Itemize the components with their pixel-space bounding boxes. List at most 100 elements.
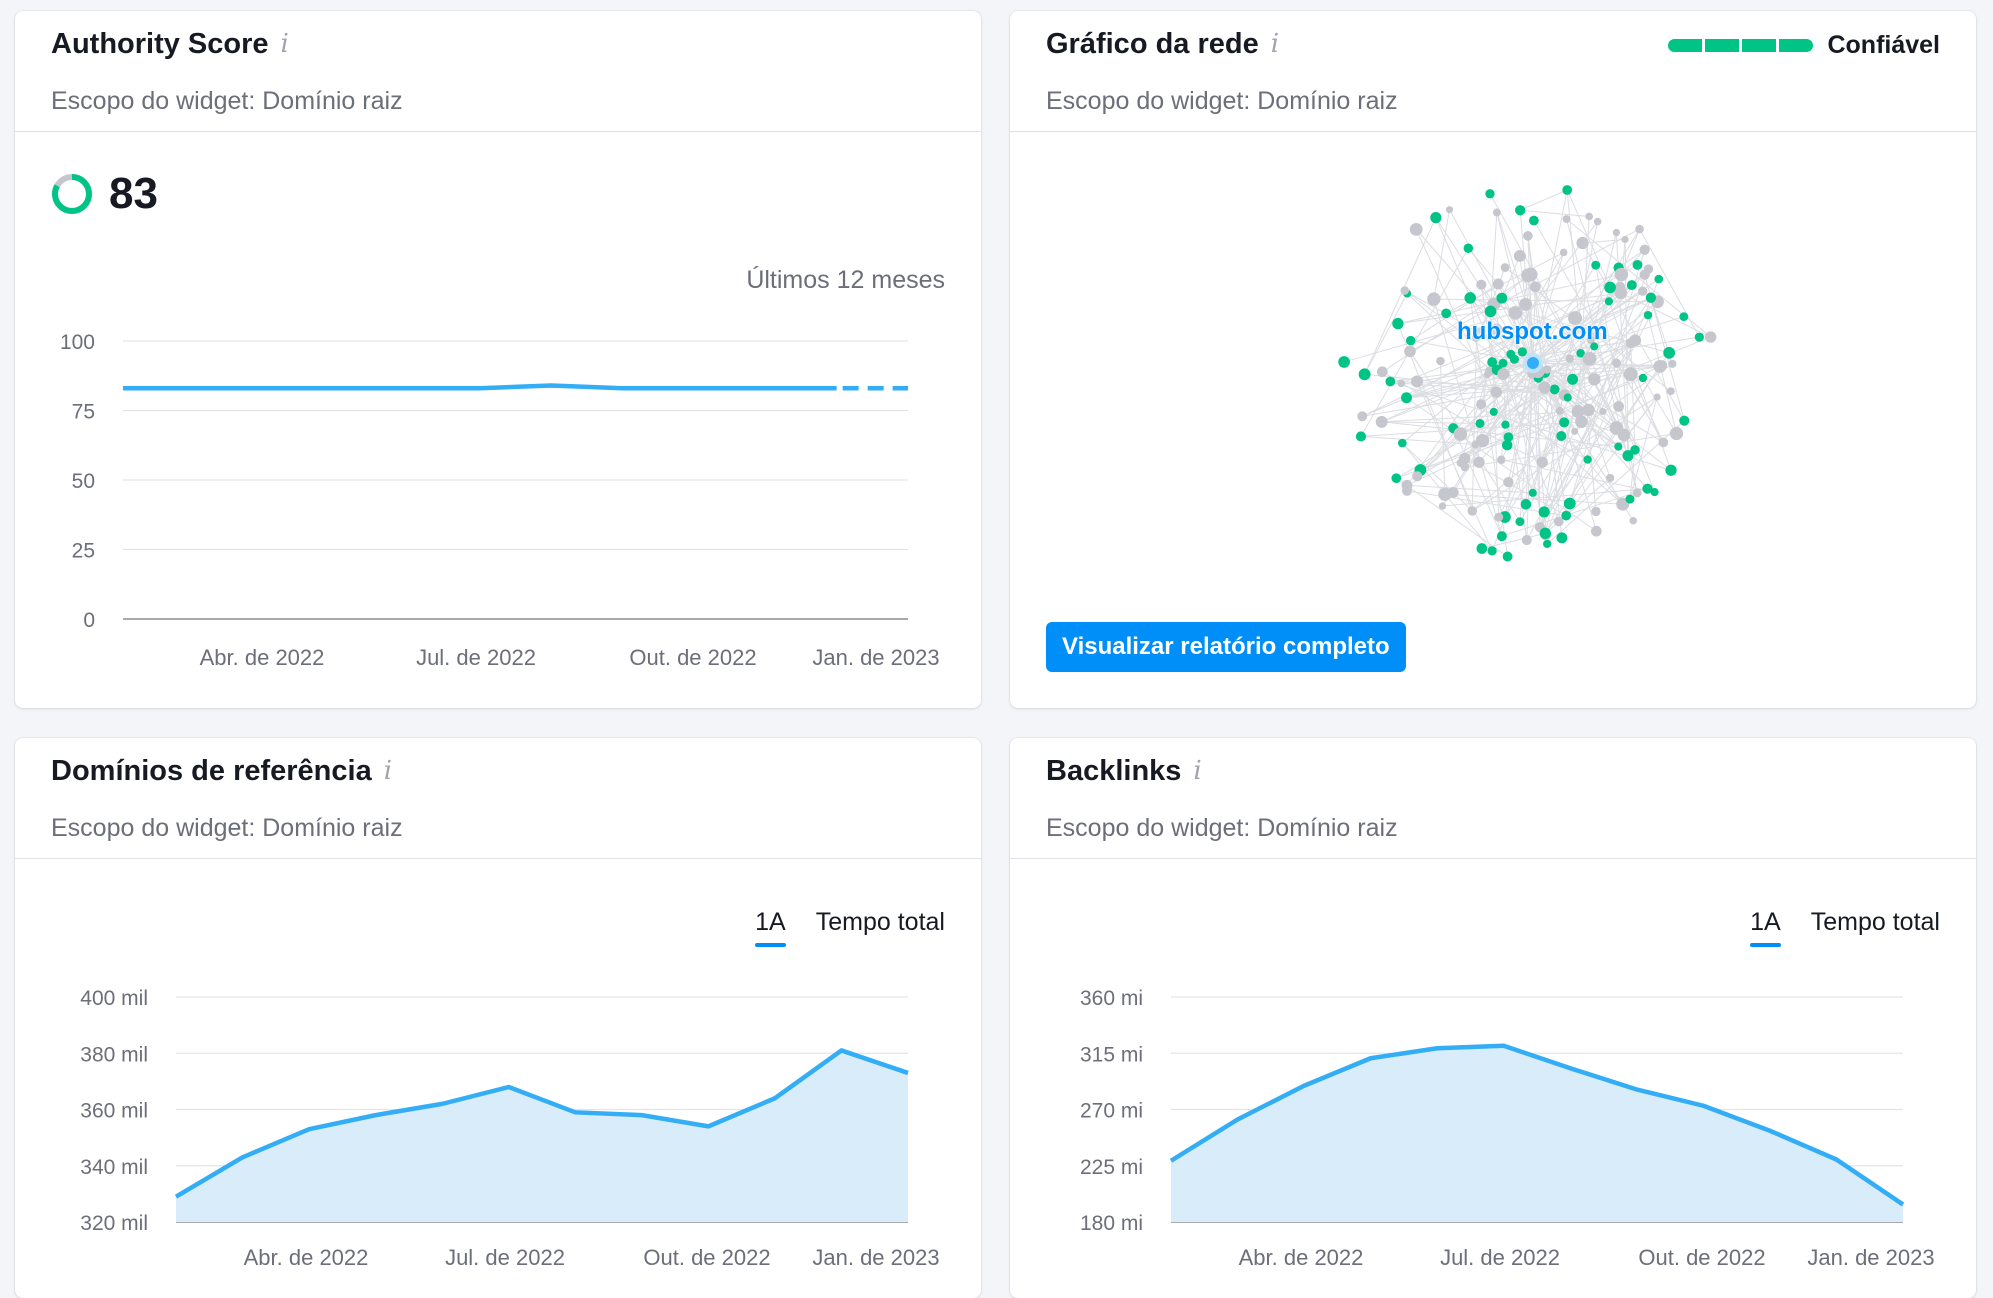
network-node: [1705, 331, 1716, 342]
network-node: [1538, 381, 1550, 393]
network-node: [1564, 498, 1576, 510]
network-node: [1391, 473, 1401, 483]
series-area: [176, 1050, 908, 1222]
network-node: [1543, 540, 1551, 548]
network-node: [1459, 453, 1470, 464]
x-tick-label: Jan. de 2023: [812, 1245, 939, 1270]
network-node: [1556, 431, 1566, 441]
network-node: [1357, 411, 1367, 421]
network-node: [1496, 293, 1507, 304]
x-tick-label: Jul. de 2022: [1440, 1245, 1560, 1270]
network-node: [1501, 263, 1510, 272]
network-node: [1497, 368, 1509, 380]
network-node: [1633, 489, 1642, 498]
network-node: [1493, 209, 1501, 217]
network-node: [1529, 216, 1539, 226]
network-node: [1668, 360, 1676, 368]
network-node: [1614, 287, 1627, 300]
network-node: [1567, 374, 1578, 385]
network-node: [1467, 506, 1477, 516]
network-node: [1529, 489, 1537, 497]
network-node: [1401, 392, 1412, 403]
network-node: [1566, 354, 1574, 362]
network-node: [1439, 502, 1446, 509]
network-node: [1543, 365, 1552, 374]
network-node: [1667, 387, 1675, 395]
network-node: [1537, 457, 1548, 468]
network-node: [1644, 311, 1652, 319]
network-node: [1430, 212, 1441, 223]
x-tick-label: Abr. de 2022: [244, 1245, 369, 1270]
network-node: [1622, 236, 1629, 243]
network-node: [1561, 511, 1571, 521]
network-node: [1604, 282, 1616, 294]
network-node: [1695, 333, 1704, 342]
network-node: [1493, 279, 1504, 290]
network-node: [1594, 218, 1602, 226]
network-node: [1612, 359, 1621, 368]
view-full-report-button[interactable]: Visualizar relatório completo: [1046, 622, 1406, 672]
network-node: [1411, 375, 1423, 387]
y-tick-label: 315 mi: [1080, 1043, 1143, 1066]
center-node: [1525, 355, 1541, 371]
network-node: [1591, 526, 1602, 537]
y-tick-label: 380 mil: [80, 1043, 148, 1066]
network-node: [1521, 499, 1532, 510]
network-node: [1441, 308, 1451, 318]
network-node: [1473, 457, 1484, 468]
network-node: [1670, 427, 1683, 440]
network-node: [1427, 292, 1440, 305]
network-node: [1502, 440, 1513, 451]
network-node: [1446, 206, 1453, 213]
network-node: [1522, 535, 1532, 545]
network-nodes: [1338, 185, 1716, 561]
network-node: [1629, 517, 1636, 524]
network-node: [1665, 465, 1676, 476]
network-node: [1404, 346, 1416, 358]
network-node: [1539, 506, 1550, 517]
network-node: [1654, 394, 1661, 401]
network-node: [1625, 495, 1634, 504]
network-node: [1633, 260, 1643, 270]
x-tick-label: Out. de 2022: [643, 1245, 770, 1270]
network-node: [1359, 368, 1371, 380]
y-tick-label: 400 mil: [80, 987, 148, 1010]
network-node: [1563, 215, 1571, 223]
network-node: [1571, 428, 1578, 435]
y-tick-label: 225 mi: [1080, 1156, 1143, 1179]
network-node: [1485, 189, 1494, 198]
network-node: [1591, 261, 1600, 270]
network-node: [1464, 292, 1476, 304]
network-node: [1400, 286, 1409, 295]
y-tick-label: 75: [72, 401, 95, 424]
network-node: [1401, 480, 1412, 491]
series-area: [1171, 1046, 1903, 1222]
y-tick-label: 360 mil: [80, 1100, 148, 1123]
network-node: [1490, 408, 1498, 416]
network-node: [1624, 367, 1638, 381]
network-node: [1515, 205, 1525, 215]
network-node: [1397, 379, 1405, 387]
network-node: [1588, 373, 1600, 385]
network-node: [1398, 439, 1407, 448]
network-node: [1484, 371, 1491, 378]
y-tick-label: 0: [83, 609, 95, 632]
network-node: [1540, 528, 1551, 539]
network-node: [1461, 463, 1470, 472]
network-node: [1679, 416, 1689, 426]
network-node: [1583, 455, 1591, 463]
network-graph[interactable]: [1010, 11, 1976, 708]
y-tick-label: 25: [72, 540, 95, 563]
y-tick-label: 270 mi: [1080, 1100, 1143, 1123]
network-node: [1644, 264, 1653, 273]
network-node: [1635, 225, 1644, 234]
network-node: [1642, 484, 1652, 494]
network-node: [1576, 237, 1588, 249]
network-node: [1406, 336, 1415, 345]
x-tick-label: Jul. de 2022: [445, 1245, 565, 1270]
network-node: [1583, 352, 1597, 366]
network-node: [1464, 244, 1473, 253]
